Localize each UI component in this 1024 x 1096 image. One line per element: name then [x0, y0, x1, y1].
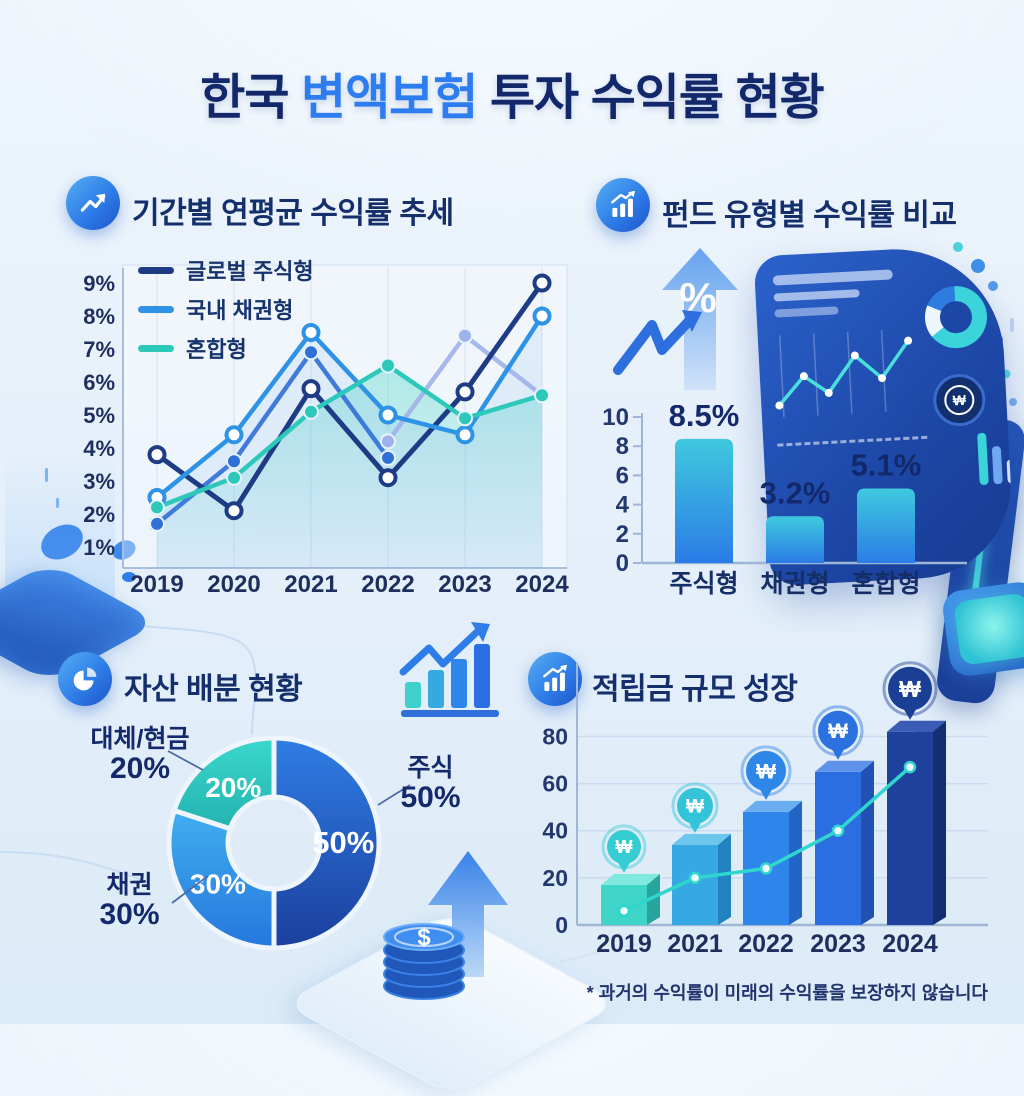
bar-growth-icon	[596, 178, 650, 232]
legend-label: 글로벌 주식형	[186, 259, 314, 284]
pie-chart-icon	[58, 652, 112, 706]
svg-text:2024: 2024	[515, 571, 569, 598]
svg-text:5%: 5%	[83, 403, 115, 428]
svg-text:2022: 2022	[738, 930, 794, 958]
legend-label: 혼합형	[186, 337, 247, 362]
svg-text:20%: 20%	[205, 772, 261, 803]
coin-stack-decor: $	[383, 923, 465, 1000]
svg-text:8%: 8%	[83, 304, 115, 329]
svg-text:2019: 2019	[596, 930, 652, 958]
slice-name: 채권	[106, 871, 153, 899]
section-title-compare: 펀드 유형별 수익률 비교	[662, 199, 957, 232]
slice-name: 대체/현금	[90, 725, 190, 753]
legend-item-mixed: 혼합형	[138, 332, 314, 364]
line-chart-icon	[66, 176, 120, 230]
donut-label-bond: 채권 30%	[82, 872, 177, 931]
svg-text:2: 2	[616, 521, 629, 548]
title-part-1: 한국	[200, 71, 302, 125]
donut-label-stock: 주식 50%	[383, 755, 478, 814]
trend-chart-legend: 글로벌 주식형 국내 채권형 혼합형	[138, 254, 314, 364]
section-title-trend: 기간별 연평균 수익률 추세	[132, 197, 454, 230]
page-title: 한국 변액보험 투자 수익률 현황	[0, 58, 1024, 129]
dashboard-mini-linechart	[775, 329, 913, 418]
up-arrow-decor	[428, 851, 508, 977]
svg-text:5.1%: 5.1%	[851, 448, 922, 483]
svg-text:0: 0	[555, 912, 568, 938]
section-title-growth: 적립금 규모 성장	[592, 673, 798, 706]
legend-swatch	[138, 305, 174, 313]
percent-arrow-decor: %	[613, 248, 738, 390]
svg-text:₩: ₩	[686, 797, 704, 818]
svg-text:8.5%: 8.5%	[669, 405, 740, 433]
svg-text:혼합형: 혼합형	[851, 570, 920, 598]
svg-text:2019: 2019	[130, 571, 183, 598]
svg-text:2023: 2023	[810, 930, 866, 958]
legend-label: 국내 채권형	[186, 298, 294, 323]
title-part-3: 투자 수익률 현황	[477, 71, 825, 125]
disclaimer-footnote: * 과거의 수익률이 미래의 수익률을 보장하지 않습니다	[586, 983, 988, 1003]
svg-text:2021: 2021	[667, 930, 723, 958]
svg-text:₩: ₩	[899, 676, 921, 702]
svg-text:2%: 2%	[83, 502, 115, 527]
legend-swatch	[138, 344, 174, 352]
slice-name: 주식	[407, 754, 454, 782]
svg-text:4: 4	[616, 492, 630, 519]
bar-growth-icon	[528, 652, 582, 706]
svg-text:30%: 30%	[190, 869, 246, 900]
svg-text:6: 6	[616, 462, 629, 489]
svg-text:80: 80	[542, 723, 568, 749]
svg-text:주식형: 주식형	[669, 570, 738, 598]
svg-text:3%: 3%	[83, 469, 115, 494]
svg-text:2023: 2023	[438, 571, 491, 598]
infographic-canvas: { "header": { "title_segments": [ {"text…	[0, 0, 1024, 1024]
trend-plot: 9% 8% 7% 6% 5% 4% 3% 2% 1% 2019 2020 2021 2022 2023 20…	[83, 264, 569, 598]
svg-text:7%: 7%	[83, 337, 115, 362]
dollar-symbol: $	[417, 924, 431, 951]
dashboard-screen-decor: ₩	[753, 243, 1016, 587]
donut-plot: 50% 30% 20%	[166, 735, 411, 951]
mini-bars-arrow-decor	[399, 622, 499, 717]
svg-text:₩: ₩	[756, 760, 776, 783]
svg-text:9%: 9%	[83, 271, 115, 296]
svg-text:6%: 6%	[83, 370, 115, 395]
slice-pct: 20%	[109, 752, 171, 785]
slice-pct: 30%	[99, 898, 160, 931]
trend-line-chart: 9% 8% 7% 6% 5% 4% 3% 2% 1% 2019 2020 2021 2022 2023 20…	[83, 264, 569, 598]
svg-text:8: 8	[616, 433, 629, 460]
svg-text:2020: 2020	[207, 571, 260, 598]
growth-plot: 80 60 40 20 0 2019 2021 2022 2023 2024 ₩ ₩ ₩ ₩ ₩	[542, 661, 988, 958]
legend-swatch	[138, 266, 174, 274]
svg-text:2021: 2021	[284, 571, 337, 598]
title-part-2: 변액보험	[301, 71, 478, 125]
donut-label-alt-cash: 대체/현금 20%	[75, 726, 205, 785]
svg-text:2024: 2024	[882, 930, 938, 958]
svg-text:1%: 1%	[83, 535, 115, 560]
svg-text:20: 20	[542, 865, 568, 891]
legend-item-domestic-bond: 국내 채권형	[138, 293, 314, 325]
svg-text:60: 60	[542, 771, 568, 797]
svg-text:3.2%: 3.2%	[760, 475, 831, 510]
svg-text:₩: ₩	[828, 720, 848, 743]
legend-item-global-equity: 글로벌 주식형	[138, 254, 314, 286]
dashboard-mini-donut	[923, 284, 989, 350]
svg-text:4%: 4%	[83, 436, 115, 461]
svg-text:10: 10	[602, 405, 629, 431]
svg-text:채권형: 채권형	[760, 570, 829, 598]
svg-text:2022: 2022	[361, 571, 414, 598]
section-title-allocation: 자산 배분 현황	[124, 673, 303, 706]
dashboard-header-line	[772, 269, 893, 286]
reserve-growth-bar-chart: 80 60 40 20 0 2019 2021 2022 2023 2024 ₩ ₩ ₩ ₩ ₩	[542, 661, 988, 958]
asset-allocation-donut: 50% 30% 20%	[166, 735, 411, 951]
svg-text:₩: ₩	[616, 837, 633, 857]
slice-pct: 50%	[400, 781, 461, 814]
svg-text:40: 40	[542, 818, 568, 844]
svg-text:50%: 50%	[312, 825, 374, 860]
svg-text:0: 0	[616, 550, 629, 577]
